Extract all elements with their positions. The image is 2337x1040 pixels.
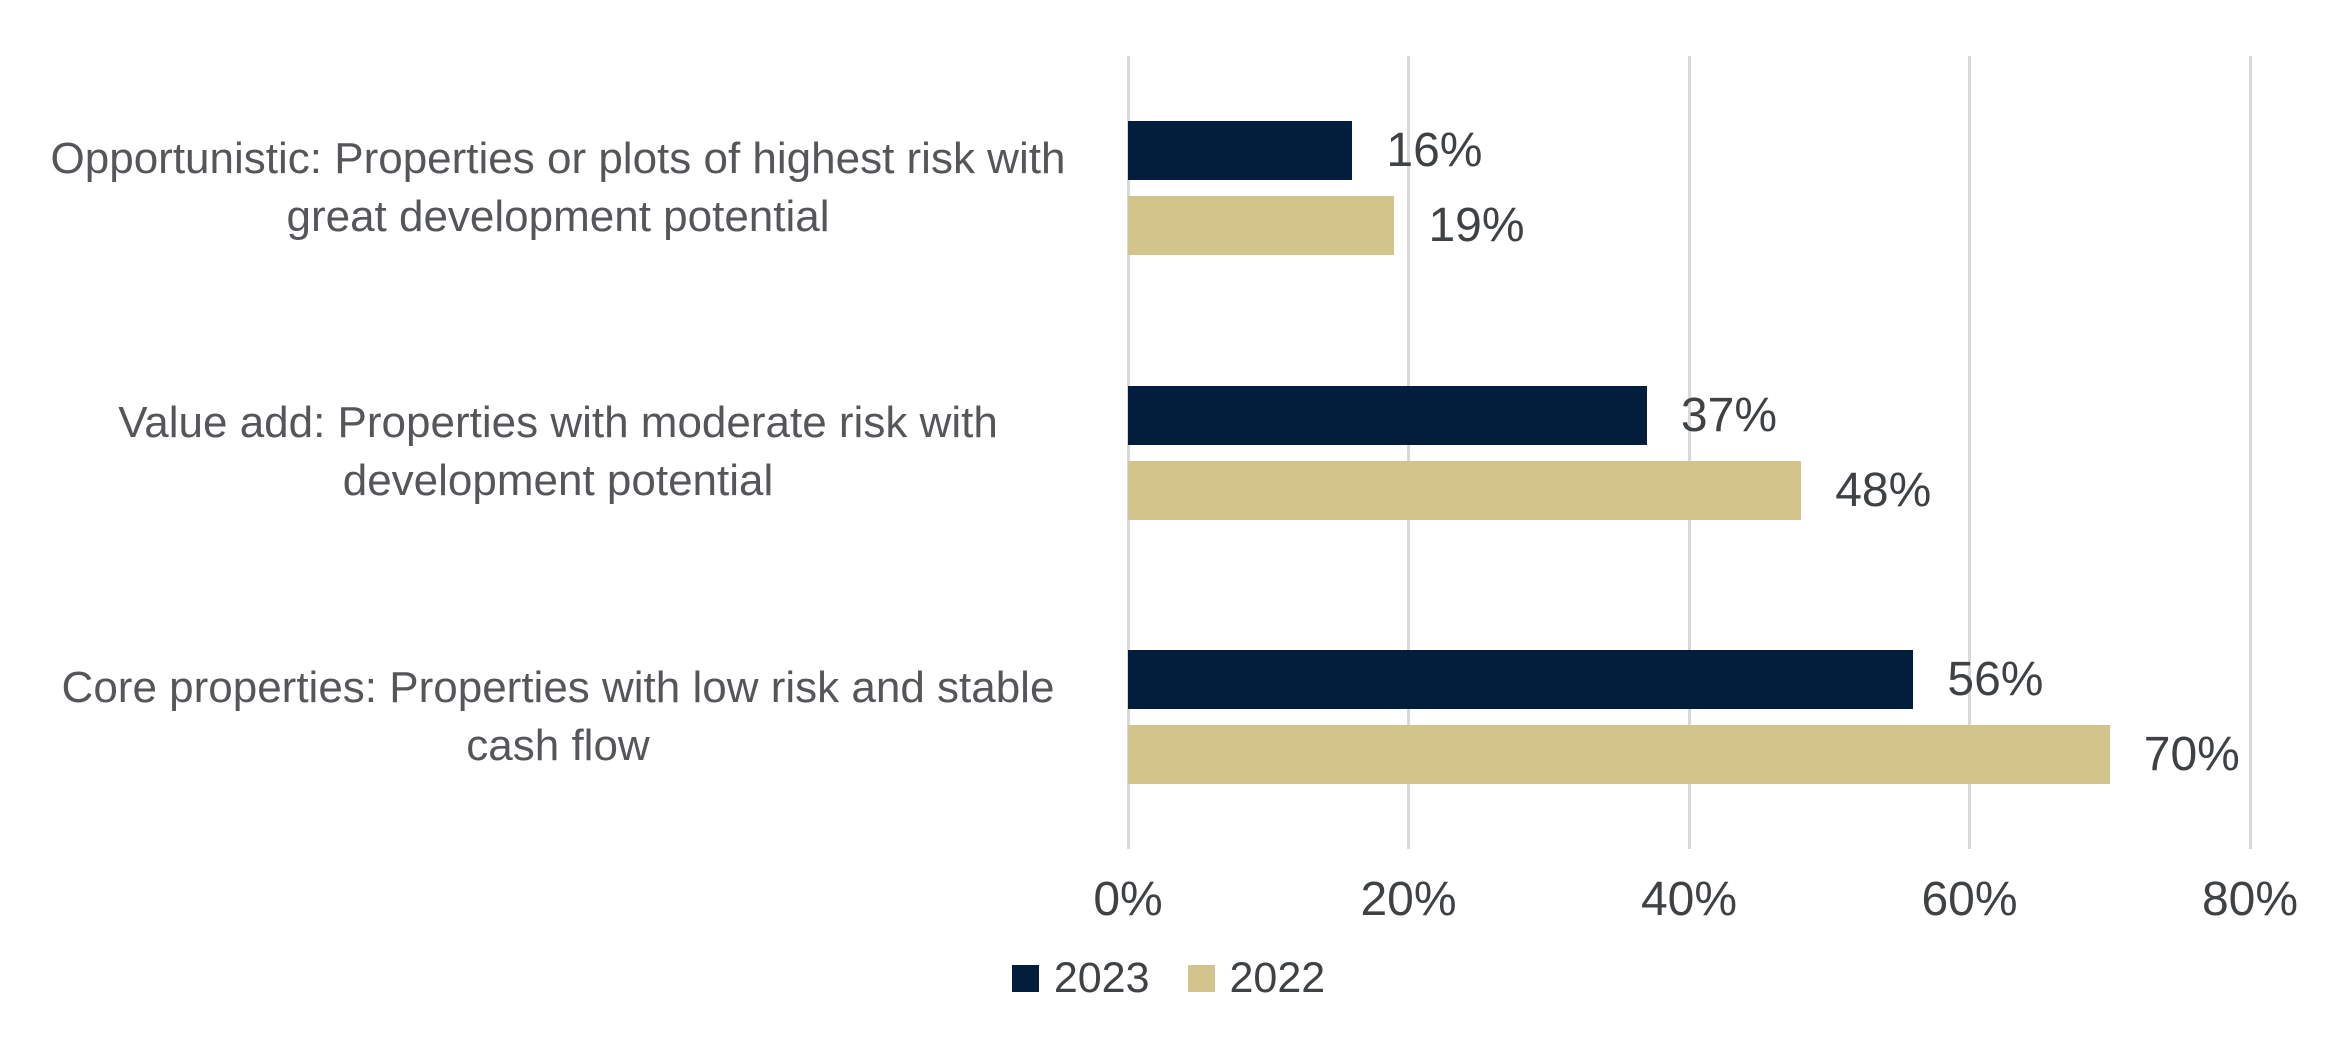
legend-item-2023: 2023 bbox=[1011, 953, 1150, 1003]
x-tick-label-60%: 60% bbox=[1921, 873, 2018, 926]
x-tick-label-80%: 80% bbox=[2201, 873, 2299, 926]
plot-area: 16% 19% 37% 48% 56% 70% bbox=[1126, 56, 2252, 849]
bar-2023-group0 bbox=[1128, 121, 1353, 181]
legend-item-2022: 2022 bbox=[1187, 953, 1326, 1003]
bar-value-label-2023-group0: 16% bbox=[1386, 124, 1483, 178]
x-tick-label-20%: 20% bbox=[1360, 873, 1457, 926]
bar-2022-group2 bbox=[1128, 724, 2110, 784]
legend-swatch-2023 bbox=[1011, 964, 1039, 992]
gridline-80% bbox=[2248, 56, 2252, 849]
legend-swatch-2022 bbox=[1187, 964, 1215, 992]
x-tick-label-40%: 40% bbox=[1640, 873, 1738, 926]
bar-2022-group0 bbox=[1128, 196, 1395, 256]
category-axis: Opportunistic: Properties or plots of hi… bbox=[10, 56, 1106, 849]
bar-value-label-2022-group1: 48% bbox=[1835, 463, 1932, 517]
bar-2023-group1 bbox=[1128, 385, 1647, 445]
bar-2022-group1 bbox=[1128, 460, 1802, 520]
bar-value-label-2023-group1: 37% bbox=[1680, 388, 1777, 442]
category-label-1: Value add: Properties with moderate risk… bbox=[118, 398, 998, 506]
gridline-60% bbox=[1968, 56, 1971, 849]
bar-value-label-2023-group2: 56% bbox=[1947, 652, 2044, 706]
gridline-40% bbox=[1687, 56, 1691, 849]
bar-value-label-2022-group2: 70% bbox=[2143, 727, 2240, 781]
legend: 2023 2022 bbox=[0, 942, 2337, 1014]
bar-value-label-2022-group0: 19% bbox=[1428, 199, 1525, 253]
category-label-0: Opportunistic: Properties or plots of hi… bbox=[50, 134, 1066, 242]
bar-2023-group2 bbox=[1128, 649, 1914, 709]
x-axis: 0% 20% 40% 60% 80% bbox=[1093, 869, 2298, 931]
gridline-0% bbox=[1126, 56, 1130, 849]
category-label-2: Core properties: Properties with low ris… bbox=[61, 662, 1055, 770]
legend-label-2022: 2022 bbox=[1229, 953, 1326, 1002]
legend-label-2023: 2023 bbox=[1053, 953, 1150, 1002]
gridline-20% bbox=[1407, 56, 1410, 849]
x-tick-label-0%: 0% bbox=[1093, 873, 1163, 926]
